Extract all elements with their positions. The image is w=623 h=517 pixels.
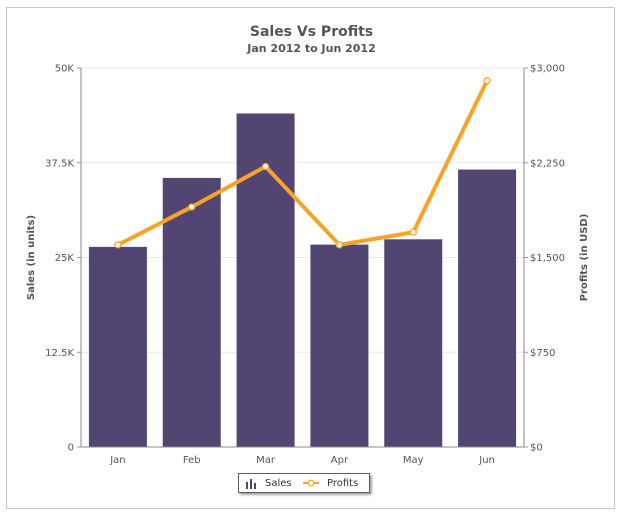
bar-may (384, 239, 443, 447)
profits-point-jun (483, 76, 491, 85)
profits-point-may (409, 228, 417, 236)
bar-apr (310, 244, 369, 447)
legend-item-profits[interactable]: Profits (303, 476, 358, 490)
y2-axis-title: Profits (in USD) (579, 214, 590, 302)
profits-line (115, 78, 490, 247)
y-tick-label: 37.5K (45, 158, 74, 169)
chart-legend[interactable]: Sales Profits (238, 473, 370, 493)
bar-chart-icon (246, 479, 256, 489)
bar-jun (458, 169, 517, 447)
x-tick-label: Apr (331, 455, 349, 466)
legend-label-profits: Profits (327, 477, 359, 489)
legend-item-sales[interactable]: Sales (245, 476, 292, 490)
y2-tick-label: $3,000 (530, 64, 565, 75)
y2-tick-label: $1,500 (530, 253, 565, 264)
y-tick-label: 50K (55, 64, 75, 75)
y2-tick-label: $0 (530, 443, 543, 454)
x-tick-label: Jan (109, 455, 125, 466)
chart-subtitle: Jan 2012 to Jun 2012 (247, 42, 376, 55)
legend-label-sales: Sales (265, 477, 292, 489)
y-tick-label: 25K (55, 253, 75, 264)
y-tick-label: 12.5K (45, 348, 74, 359)
y-tick-label: 0 (68, 443, 74, 454)
y-axis-title: Sales (in units) (26, 215, 37, 300)
x-tick-label: May (403, 455, 424, 466)
x-tick-label: Feb (183, 455, 201, 466)
line-marker-icon (303, 479, 319, 487)
profits-point-mar (261, 162, 270, 171)
bar-feb (162, 177, 221, 447)
y2-tick-label: $2,250 (530, 158, 565, 169)
y2-tick-label: $750 (530, 348, 555, 359)
chart-title: Sales Vs Profits (249, 24, 374, 40)
x-tick-label: Mar (256, 455, 276, 466)
bar-jan (88, 246, 147, 447)
x-tick-label: Jun (478, 455, 495, 466)
profits-point-apr (335, 241, 344, 249)
profits-point-jan (114, 241, 122, 249)
profits-point-feb (188, 203, 196, 211)
